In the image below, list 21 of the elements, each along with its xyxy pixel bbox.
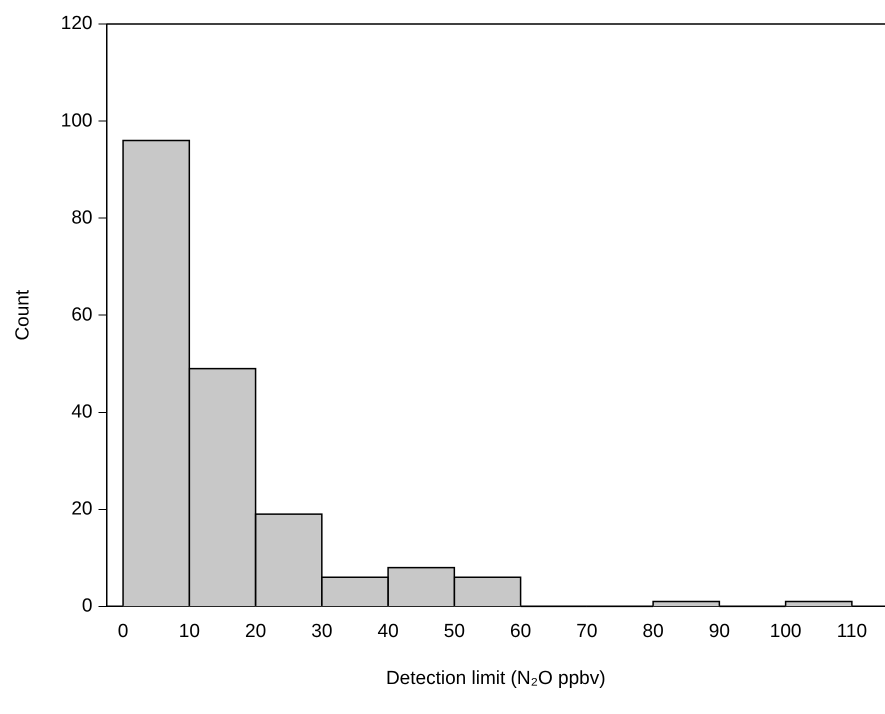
y-tick-label: 120 xyxy=(60,13,92,34)
x-tick-label: 60 xyxy=(510,621,532,642)
x-axis-title: Detection limit (N₂O ppbv) xyxy=(386,668,606,689)
x-tick-label: 10 xyxy=(178,621,200,642)
y-tick-label: 60 xyxy=(71,304,92,326)
x-tick-label: 90 xyxy=(708,621,730,642)
y-axis-title: Count xyxy=(12,289,34,341)
x-tick-label: 40 xyxy=(378,621,399,642)
x-tick-label: 0 xyxy=(118,621,128,642)
x-tick-label: 50 xyxy=(444,621,465,642)
y-tick-label: 100 xyxy=(60,110,92,132)
x-tick-label: 20 xyxy=(245,621,266,642)
y-tick-label: 40 xyxy=(71,402,92,422)
y-tick-label: 0 xyxy=(82,596,92,617)
y-tick-label: 20 xyxy=(71,498,92,520)
x-tick-label: 110 xyxy=(836,621,868,642)
x-tick-label: 100 xyxy=(770,621,802,642)
y-tick-label: 80 xyxy=(71,207,92,228)
x-tick-label: 30 xyxy=(311,621,332,642)
x-tick-label: 80 xyxy=(642,621,664,642)
x-tick-label: 70 xyxy=(576,621,598,642)
